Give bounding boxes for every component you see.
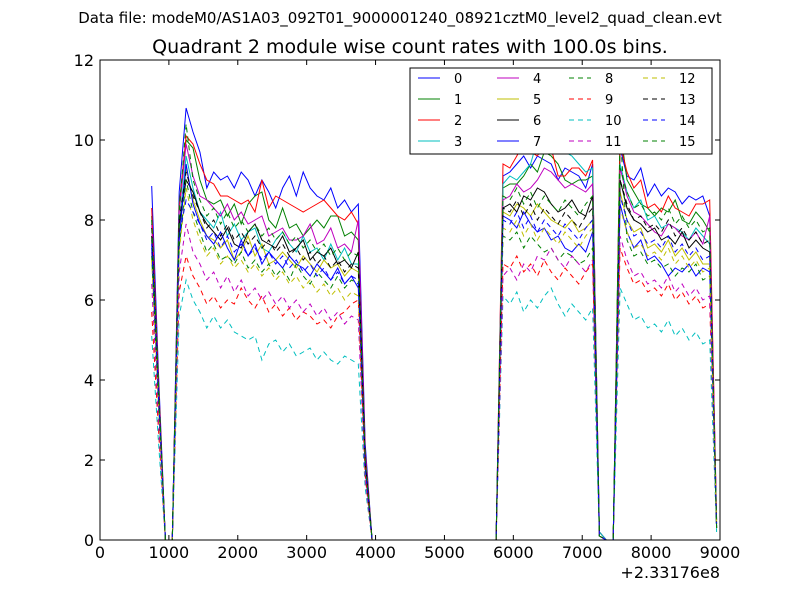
x-tick-label: 3000 [286,543,327,562]
legend-label-6: 6 [533,114,541,129]
x-tick-label: 9000 [700,543,741,562]
x-tick-label: 5000 [424,543,465,562]
x-tick-label: 6000 [493,543,534,562]
legend-label-4: 4 [533,72,541,87]
legend-label-7: 7 [533,135,541,150]
series-line-15 [151,123,718,541]
legend-label-13: 13 [679,93,696,108]
x-tick-label: 4000 [355,543,396,562]
legend-label-2: 2 [454,114,462,129]
series-line-12 [151,187,718,541]
legend-label-15: 15 [679,135,696,150]
legend-label-10: 10 [605,114,622,129]
legend-label-11: 11 [605,135,622,150]
axis-ticks-group: 0 1000 2000 3000 4000 5000 6000 7000 8000 9000 0 2 4… [74,51,741,562]
x-tick-label: 7000 [562,543,603,562]
x-tick-label: 0 [95,543,105,562]
legend-label-8: 8 [605,72,613,87]
x-offset-label: +2.33176e8 [620,563,720,582]
legend-label-9: 9 [605,93,613,108]
series-line-14 [151,195,718,541]
y-tick-label: 0 [84,531,94,550]
series-line-10 [151,278,718,541]
y-tick-label: 4 [84,371,94,390]
legend-label-14: 14 [679,114,696,129]
y-tick-label: 12 [74,51,94,70]
y-tick-label: 2 [84,451,94,470]
figure-suptitle: Data file: modeM0/AS1A03_092T01_90000012… [78,9,722,28]
series-line-8 [151,131,718,541]
legend-label-0: 0 [454,72,462,87]
x-tick-label: 2000 [217,543,258,562]
series-line-11 [151,223,718,541]
y-tick-label: 8 [84,211,94,230]
x-tick-label: 8000 [631,543,672,562]
y-tick-label: 6 [84,291,94,310]
legend-label-12: 12 [679,72,696,87]
y-tick-label: 10 [74,131,94,150]
chart-title: Quadrant 2 module wise count rates with … [152,36,668,58]
legend-label-3: 3 [454,135,462,150]
legend-frame [409,67,713,155]
legend-label-1: 1 [454,93,462,108]
legend-label-5: 5 [533,93,541,108]
x-tick-label: 1000 [149,543,190,562]
